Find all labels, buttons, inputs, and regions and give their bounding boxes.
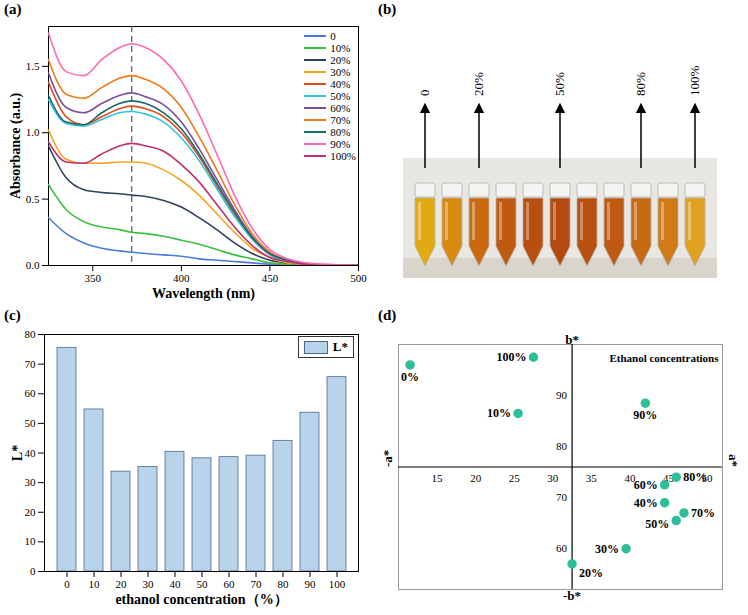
html-text:20%: 20% bbox=[330, 54, 351, 66]
svg-text:500: 500 bbox=[350, 272, 367, 284]
svg-text:20%: 20% bbox=[471, 72, 486, 96]
svg-text:80%: 80% bbox=[683, 470, 707, 484]
svg-text:70%: 70% bbox=[691, 506, 715, 520]
svg-text:40: 40 bbox=[170, 578, 182, 590]
svg-text:50: 50 bbox=[25, 417, 37, 429]
svg-text:70: 70 bbox=[25, 358, 37, 370]
svg-text:0.0: 0.0 bbox=[26, 259, 40, 271]
svg-text:90%: 90% bbox=[633, 408, 657, 422]
svg-text:70: 70 bbox=[251, 578, 263, 590]
svg-text:15: 15 bbox=[432, 472, 443, 484]
svg-text:20: 20 bbox=[25, 506, 37, 518]
svg-text:450: 450 bbox=[262, 272, 279, 284]
svg-text:b*: b* bbox=[565, 332, 579, 347]
svg-text:90: 90 bbox=[556, 389, 568, 401]
html-text:(d): (d) bbox=[378, 307, 397, 323]
html-text:80%: 80% bbox=[330, 126, 351, 138]
svg-text:40%: 40% bbox=[634, 496, 658, 510]
svg-text:60%: 60% bbox=[634, 478, 658, 492]
svg-text:50: 50 bbox=[197, 578, 209, 590]
html-text:90%: 90% bbox=[330, 138, 351, 150]
svg-text:-b*: -b* bbox=[563, 588, 581, 603]
svg-text:80: 80 bbox=[556, 440, 568, 452]
html-text:(a): (a) bbox=[4, 1, 22, 17]
svg-text:90: 90 bbox=[305, 578, 317, 590]
svg-text:10: 10 bbox=[25, 535, 37, 547]
svg-text:20%: 20% bbox=[579, 566, 603, 580]
svg-text:350: 350 bbox=[85, 272, 102, 284]
svg-text:100%: 100% bbox=[497, 350, 527, 364]
html-text:100%: 100% bbox=[330, 150, 356, 162]
svg-text:100: 100 bbox=[329, 578, 346, 590]
html-text:30%: 30% bbox=[330, 66, 351, 78]
svg-text:35: 35 bbox=[586, 472, 598, 484]
svg-text:20: 20 bbox=[470, 472, 482, 484]
svg-text:30%: 30% bbox=[595, 542, 619, 556]
svg-text:Wavelength (nm): Wavelength (nm) bbox=[152, 286, 255, 302]
svg-text:400: 400 bbox=[173, 272, 190, 284]
svg-text:0%: 0% bbox=[401, 370, 419, 384]
svg-text:70: 70 bbox=[556, 491, 568, 503]
svg-text:0: 0 bbox=[30, 565, 36, 577]
svg-text:10%: 10% bbox=[487, 406, 511, 420]
html-text:(c): (c) bbox=[4, 307, 21, 323]
html-text:60%: 60% bbox=[330, 102, 351, 114]
html-text:10%: 10% bbox=[330, 42, 351, 54]
svg-text:50: 50 bbox=[701, 471, 713, 484]
svg-text:30: 30 bbox=[143, 578, 155, 590]
svg-text:L*: L* bbox=[10, 445, 25, 461]
svg-text:Ethanol concentrations: Ethanol concentrations bbox=[609, 352, 719, 364]
html-text:L*: L* bbox=[332, 339, 348, 354]
svg-text:25: 25 bbox=[509, 472, 521, 484]
svg-text:60: 60 bbox=[224, 578, 236, 590]
svg-text:0.5: 0.5 bbox=[26, 193, 40, 205]
svg-text:20: 20 bbox=[116, 578, 128, 590]
svg-text:60: 60 bbox=[25, 387, 37, 399]
html-text:70%: 70% bbox=[330, 114, 351, 126]
svg-text:a*: a* bbox=[726, 454, 741, 467]
svg-text:1.0: 1.0 bbox=[26, 126, 40, 138]
svg-text:50%: 50% bbox=[645, 517, 669, 531]
svg-text:80%: 80% bbox=[633, 72, 648, 96]
html-text:50%: 50% bbox=[330, 90, 351, 102]
svg-text:45: 45 bbox=[663, 471, 674, 484]
html-text:0: 0 bbox=[330, 30, 336, 42]
svg-text:40: 40 bbox=[624, 471, 636, 484]
svg-text:40: 40 bbox=[25, 447, 37, 459]
html-text:(b): (b) bbox=[378, 1, 397, 17]
svg-text:50%: 50% bbox=[552, 72, 567, 96]
svg-text:10: 10 bbox=[89, 578, 101, 590]
svg-text:0: 0 bbox=[417, 90, 432, 97]
svg-text:1.5: 1.5 bbox=[26, 60, 40, 72]
svg-text:80: 80 bbox=[278, 578, 290, 590]
svg-text:30: 30 bbox=[547, 472, 559, 484]
svg-text:60: 60 bbox=[556, 542, 568, 554]
svg-text:30: 30 bbox=[25, 476, 37, 488]
svg-text:80: 80 bbox=[25, 328, 37, 340]
svg-text:ethanol concentration（%）: ethanol concentration（%） bbox=[115, 592, 287, 607]
svg-text:Absorbance (a.u.): Absorbance (a.u.) bbox=[8, 93, 24, 200]
svg-text:100%: 100% bbox=[687, 66, 702, 97]
svg-text:0: 0 bbox=[64, 578, 70, 590]
html-text:40%: 40% bbox=[330, 78, 351, 90]
svg-text:-a*: -a* bbox=[380, 450, 395, 467]
